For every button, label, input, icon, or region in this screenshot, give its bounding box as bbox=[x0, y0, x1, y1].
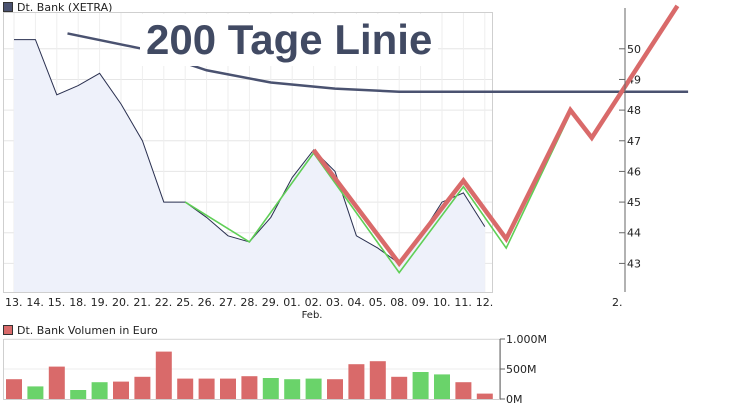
price-x-tick-label: 27. bbox=[219, 296, 237, 309]
price-x-tick-label: 15. bbox=[48, 296, 66, 309]
price-x-tick-label: 09. bbox=[412, 296, 430, 309]
volume-bar bbox=[134, 376, 151, 399]
volume-y-tick-label: 1.000M bbox=[506, 333, 547, 346]
volume-legend-swatch bbox=[3, 325, 13, 335]
volume-bar bbox=[241, 376, 258, 399]
price-x-tick-label: 29. bbox=[262, 296, 280, 309]
price-y-tick-label: 45 bbox=[627, 196, 641, 209]
volume-bar bbox=[91, 382, 108, 399]
price-y-tick-label: 47 bbox=[627, 135, 641, 148]
volume-y-tick-label: 0M bbox=[506, 393, 523, 406]
price-x-tick-label: 08. bbox=[390, 296, 408, 309]
volume-chart: 1.000M 500M 0M bbox=[3, 333, 547, 406]
price-x-tick-label: 22. bbox=[155, 296, 173, 309]
price-legend-swatch bbox=[3, 2, 13, 12]
green-trend-line bbox=[184, 112, 572, 274]
price-y-tick-label: 46 bbox=[627, 165, 641, 178]
price-y-tick-label: 43 bbox=[627, 257, 641, 270]
price-x-tick-label: 19. bbox=[91, 296, 109, 309]
volume-bar bbox=[220, 378, 236, 399]
red-trend-line bbox=[311, 4, 680, 268]
volume-bar bbox=[391, 376, 408, 399]
price-x-tick-label: 03. bbox=[326, 296, 344, 309]
volume-chart-title: Dt. Bank Volumen in Euro bbox=[17, 324, 158, 337]
volume-bar bbox=[198, 378, 215, 399]
price-chart-title: Dt. Bank (XETRA) bbox=[17, 1, 113, 14]
volume-bar bbox=[284, 379, 301, 399]
price-x-tick-label: 14. bbox=[26, 296, 44, 309]
price-y-tick-label: 50 bbox=[627, 43, 641, 56]
price-legend: Dt. Bank (XETRA) bbox=[3, 1, 112, 14]
price-x-tick-label: 10. bbox=[433, 296, 451, 309]
volume-bar bbox=[27, 386, 44, 399]
annotation-200-tage-linie: 200 Tage Linie bbox=[140, 14, 439, 66]
price-area-fill bbox=[14, 39, 485, 292]
volume-legend: Dt. Bank Volumen in Euro bbox=[3, 324, 158, 337]
price-x-tick-label: 05. bbox=[369, 296, 387, 309]
price-x-tick-label: 12. bbox=[476, 296, 494, 309]
price-x-tick-label: 02. bbox=[305, 296, 323, 309]
price-x-tick-label: 13. bbox=[5, 296, 23, 309]
volume-bar bbox=[113, 381, 129, 399]
volume-bar bbox=[412, 372, 429, 399]
price-x-tick-label: 11. bbox=[454, 296, 472, 309]
volume-bar bbox=[177, 378, 194, 399]
price-x-tick-label: 25. bbox=[176, 296, 194, 309]
volume-bar bbox=[434, 374, 450, 399]
price-x-tick-label: 26. bbox=[198, 296, 216, 309]
volume-bar bbox=[369, 361, 386, 399]
price-y-tick-label: 44 bbox=[627, 227, 641, 240]
volume-bar bbox=[6, 379, 22, 399]
volume-bar bbox=[70, 390, 87, 399]
volume-bar bbox=[262, 378, 279, 399]
price-x-tick-label: 04. bbox=[347, 296, 365, 309]
volume-bar bbox=[455, 382, 472, 399]
volume-bar bbox=[476, 393, 493, 399]
price-plot-frame bbox=[3, 12, 493, 293]
volume-bar bbox=[305, 378, 322, 399]
price-x-tick-label: 18. bbox=[69, 296, 87, 309]
price-y-tick-label: 48 bbox=[627, 104, 641, 117]
price-x-tick-label: 20. bbox=[112, 296, 130, 309]
volume-bar bbox=[327, 379, 343, 399]
volume-y-tick-label: 500M bbox=[506, 363, 537, 376]
volume-bar bbox=[155, 351, 172, 399]
price-x-month-label: Feb. bbox=[302, 310, 323, 321]
price-x-tick-label: 28. bbox=[240, 296, 258, 309]
price-x-extra-label: 2. bbox=[612, 296, 623, 309]
volume-bar bbox=[48, 366, 65, 399]
volume-bar bbox=[348, 364, 365, 399]
price-x-tick-label: 01. bbox=[283, 296, 301, 309]
price-x-tick-label: 21. bbox=[133, 296, 151, 309]
